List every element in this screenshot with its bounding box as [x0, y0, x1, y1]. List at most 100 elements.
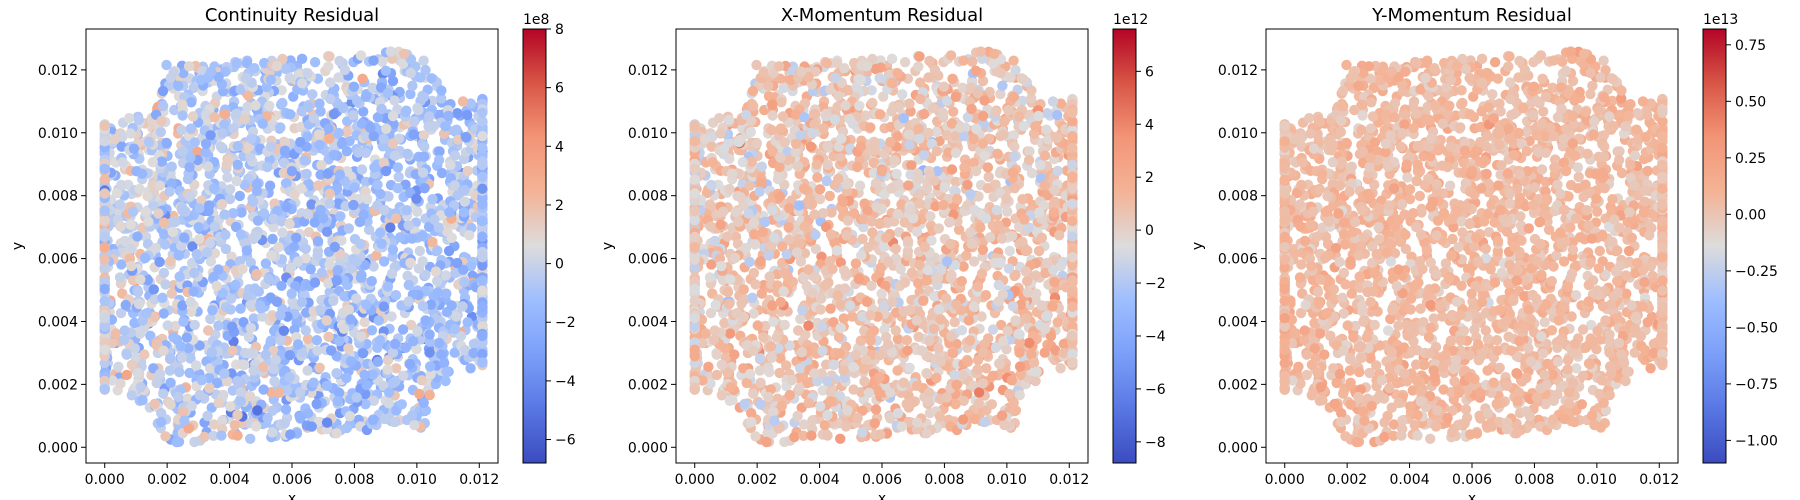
data-point: [918, 108, 930, 120]
data-point: [322, 168, 333, 179]
data-point: [714, 113, 725, 124]
data-point: [264, 180, 276, 191]
data-point: [433, 154, 445, 166]
data-point: [126, 390, 137, 401]
data-point: [477, 215, 488, 227]
data-point: [315, 304, 326, 315]
data-point: [383, 398, 394, 409]
data-point: [185, 123, 197, 134]
data-point: [417, 230, 428, 242]
data-point: [744, 256, 755, 268]
data-point: [918, 295, 929, 306]
data-point: [411, 344, 422, 355]
data-point: [869, 418, 880, 429]
data-point: [755, 377, 766, 388]
data-point: [245, 299, 256, 311]
data-point: [779, 319, 790, 331]
data-point: [792, 161, 804, 172]
data-point: [359, 317, 370, 328]
data-point: [389, 95, 400, 106]
data-point: [296, 78, 308, 89]
data-point: [272, 205, 283, 216]
data-point: [958, 395, 969, 406]
data-point: [380, 65, 391, 77]
data-point: [929, 291, 940, 302]
data-point: [745, 126, 756, 138]
data-point: [981, 363, 992, 374]
data-point: [914, 259, 925, 270]
data-point: [751, 138, 762, 149]
data-point: [827, 263, 838, 275]
colorbar-tick-label: −6: [555, 433, 576, 449]
data-point: [371, 250, 382, 261]
data-point: [911, 417, 923, 428]
data-point: [389, 338, 401, 350]
data-point: [222, 172, 233, 183]
data-point: [341, 372, 352, 384]
data-point: [767, 110, 778, 121]
data-point: [338, 323, 350, 334]
data-point: [449, 323, 461, 335]
data-point: [99, 312, 110, 324]
data-point: [110, 328, 122, 339]
data-point: [244, 348, 255, 359]
data-point: [398, 58, 409, 69]
data-point: [792, 410, 803, 422]
colorbar-tick-label: 8: [555, 22, 564, 38]
colorbar-tick-label: −2: [555, 315, 576, 331]
data-point: [302, 408, 314, 419]
data-point: [312, 236, 324, 247]
data-point: [265, 141, 277, 152]
data-point: [961, 250, 972, 261]
data-point: [874, 72, 885, 84]
data-point: [359, 259, 371, 271]
data-point: [132, 231, 143, 242]
data-point: [297, 347, 308, 358]
data-point: [248, 365, 259, 376]
data-point: [378, 301, 390, 312]
data-point: [397, 370, 409, 381]
colorbar-tick-label: 0: [555, 257, 564, 273]
data-point: [392, 162, 404, 173]
data-point: [225, 293, 237, 304]
data-point: [213, 397, 224, 409]
data-point: [174, 366, 185, 378]
data-point: [243, 90, 254, 102]
data-point: [814, 193, 826, 205]
data-point: [436, 93, 447, 104]
data-point: [361, 379, 372, 391]
data-point: [142, 190, 153, 202]
data-point: [230, 221, 242, 233]
data-point: [257, 311, 268, 322]
data-point: [956, 325, 968, 336]
data-point: [121, 349, 132, 360]
data-point: [178, 67, 189, 79]
data-point: [202, 161, 214, 172]
data-point: [107, 375, 118, 386]
data-point: [406, 233, 418, 244]
data-point: [187, 241, 198, 252]
data-point: [333, 127, 344, 139]
data-point: [189, 267, 200, 279]
data-point: [184, 191, 196, 202]
data-point: [351, 256, 363, 267]
data-point: [752, 320, 763, 331]
data-point: [924, 335, 935, 347]
data-point: [177, 205, 188, 216]
data-point: [239, 179, 250, 191]
data-point: [977, 75, 989, 87]
data-point: [340, 201, 351, 212]
data-point: [1008, 130, 1020, 141]
data-point: [449, 150, 461, 161]
data-point: [929, 275, 940, 286]
data-point: [356, 331, 367, 342]
data-point: [189, 137, 200, 148]
data-point: [872, 385, 883, 396]
data-point: [724, 328, 736, 339]
data-point: [871, 178, 882, 189]
data-point: [755, 256, 766, 267]
data-point: [382, 364, 393, 375]
data-point: [99, 174, 110, 185]
data-point: [972, 355, 984, 366]
data-point: [775, 353, 786, 364]
